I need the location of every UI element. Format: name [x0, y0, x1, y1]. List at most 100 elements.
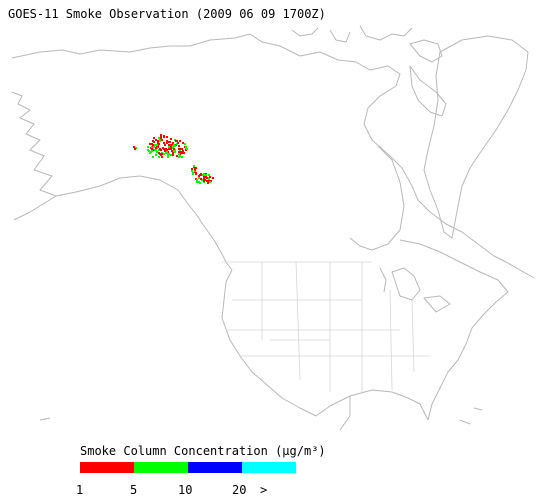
- smoke-pixel: [192, 173, 194, 175]
- smoke-pixel: [194, 169, 196, 171]
- smoke-pixel: [157, 140, 159, 142]
- smoke-pixel: [196, 181, 198, 183]
- legend-label: 20: [232, 483, 246, 497]
- smoke-pixel: [160, 137, 162, 139]
- smoke-pixel: [208, 174, 210, 176]
- smoke-pixel: [163, 148, 165, 150]
- smoke-pixel: [157, 142, 159, 144]
- smoke-pixel: [153, 146, 155, 148]
- smoke-pixel: [181, 151, 183, 153]
- smoke-pixel: [191, 170, 193, 172]
- smoke-pixel: [154, 144, 156, 146]
- smoke-pixel: [184, 143, 186, 145]
- smoke-pixel: [209, 176, 211, 178]
- smoke-pixel: [152, 140, 154, 142]
- color-bar-segment: [188, 462, 242, 473]
- smoke-pixel: [207, 180, 209, 182]
- smoke-pixel: [178, 151, 180, 153]
- smoke-pixel: [200, 178, 202, 180]
- smoke-pixel: [147, 146, 149, 148]
- smoke-pixel: [160, 149, 162, 151]
- smoke-pixel: [163, 136, 165, 138]
- legend-label: >: [260, 483, 267, 497]
- smoke-pixel: [172, 152, 174, 154]
- smoke-pixel: [168, 146, 170, 148]
- smoke-pixel: [158, 156, 160, 158]
- smoke-pixel: [179, 155, 181, 157]
- smoke-pixel: [177, 142, 179, 144]
- smoke-pixel: [183, 152, 185, 154]
- smoke-pixel: [167, 156, 169, 158]
- smoke-pixel: [168, 148, 170, 150]
- smoke-pixel: [161, 153, 163, 155]
- smoke-pixel: [193, 165, 195, 167]
- smoke-pixel: [174, 145, 176, 147]
- color-bar: [80, 462, 296, 473]
- smoke-pixel: [172, 142, 174, 144]
- basemap: [11, 25, 535, 431]
- smoke-pixel: [203, 173, 205, 175]
- smoke-pixel: [198, 181, 200, 183]
- smoke-pixel: [168, 153, 170, 155]
- smoke-pixel: [170, 138, 172, 140]
- smoke-pixel: [149, 152, 151, 154]
- smoke-pixels: [133, 134, 214, 184]
- smoke-pixel: [151, 150, 153, 152]
- legend-label: 1: [76, 483, 83, 497]
- color-bar-segment: [134, 462, 188, 473]
- smoke-pixel: [163, 142, 165, 144]
- smoke-pixel: [166, 141, 168, 143]
- smoke-pixel: [155, 154, 157, 156]
- smoke-pixel: [208, 178, 210, 180]
- smoke-pixel: [191, 168, 193, 170]
- smoke-pixel: [169, 141, 171, 143]
- smoke-pixel: [198, 177, 200, 179]
- smoke-pixel: [166, 149, 168, 151]
- smoke-pixel: [164, 150, 166, 152]
- smoke-pixel: [200, 173, 202, 175]
- smoke-pixel: [161, 156, 163, 158]
- smoke-pixel: [149, 143, 151, 145]
- smoke-pixel: [166, 136, 168, 138]
- smoke-pixel: [173, 148, 175, 150]
- smoke-pixel: [182, 142, 184, 144]
- legend-label: 10: [178, 483, 192, 497]
- smoke-pixel: [155, 149, 157, 151]
- smoke-pixel: [170, 148, 172, 150]
- smoke-pixel: [165, 152, 167, 154]
- smoke-pixel: [204, 179, 206, 181]
- smoke-pixel: [170, 154, 172, 156]
- smoke-pixel: [158, 137, 160, 139]
- smoke-pixel: [148, 150, 150, 152]
- smoke-pixel: [178, 145, 180, 147]
- smoke-pixel: [134, 148, 136, 150]
- smoke-pixel: [171, 150, 173, 152]
- legend-labels: 1 5 10 20 >: [76, 483, 267, 497]
- smoke-pixel: [156, 151, 158, 153]
- smoke-pixel: [156, 144, 158, 146]
- smoke-pixel: [195, 173, 197, 175]
- color-bar-segment: [242, 462, 296, 473]
- smoke-pixel: [176, 140, 178, 142]
- smoke-pixel: [181, 148, 183, 150]
- smoke-pixel: [153, 137, 155, 139]
- smoke-pixel: [168, 144, 170, 146]
- smoke-pixel: [172, 154, 174, 156]
- color-bar-segment: [80, 462, 134, 473]
- map-title: GOES-11 Smoke Observation (2009 06 09 17…: [8, 7, 326, 21]
- smoke-pixel: [181, 156, 183, 158]
- smoke-pixel: [178, 153, 180, 155]
- smoke-pixel: [164, 144, 166, 146]
- smoke-pixel: [158, 152, 160, 154]
- smoke-pixel: [204, 176, 206, 178]
- legend-label: 5: [130, 483, 137, 497]
- smoke-pixel: [160, 134, 162, 136]
- smoke-pixel: [198, 175, 200, 177]
- smoke-pixel: [172, 145, 174, 147]
- smoke-pixel: [207, 182, 209, 184]
- smoke-pixel: [176, 155, 178, 157]
- smoke-pixel: [206, 177, 208, 179]
- smoke-pixel: [185, 146, 187, 148]
- smoke-pixel: [155, 147, 157, 149]
